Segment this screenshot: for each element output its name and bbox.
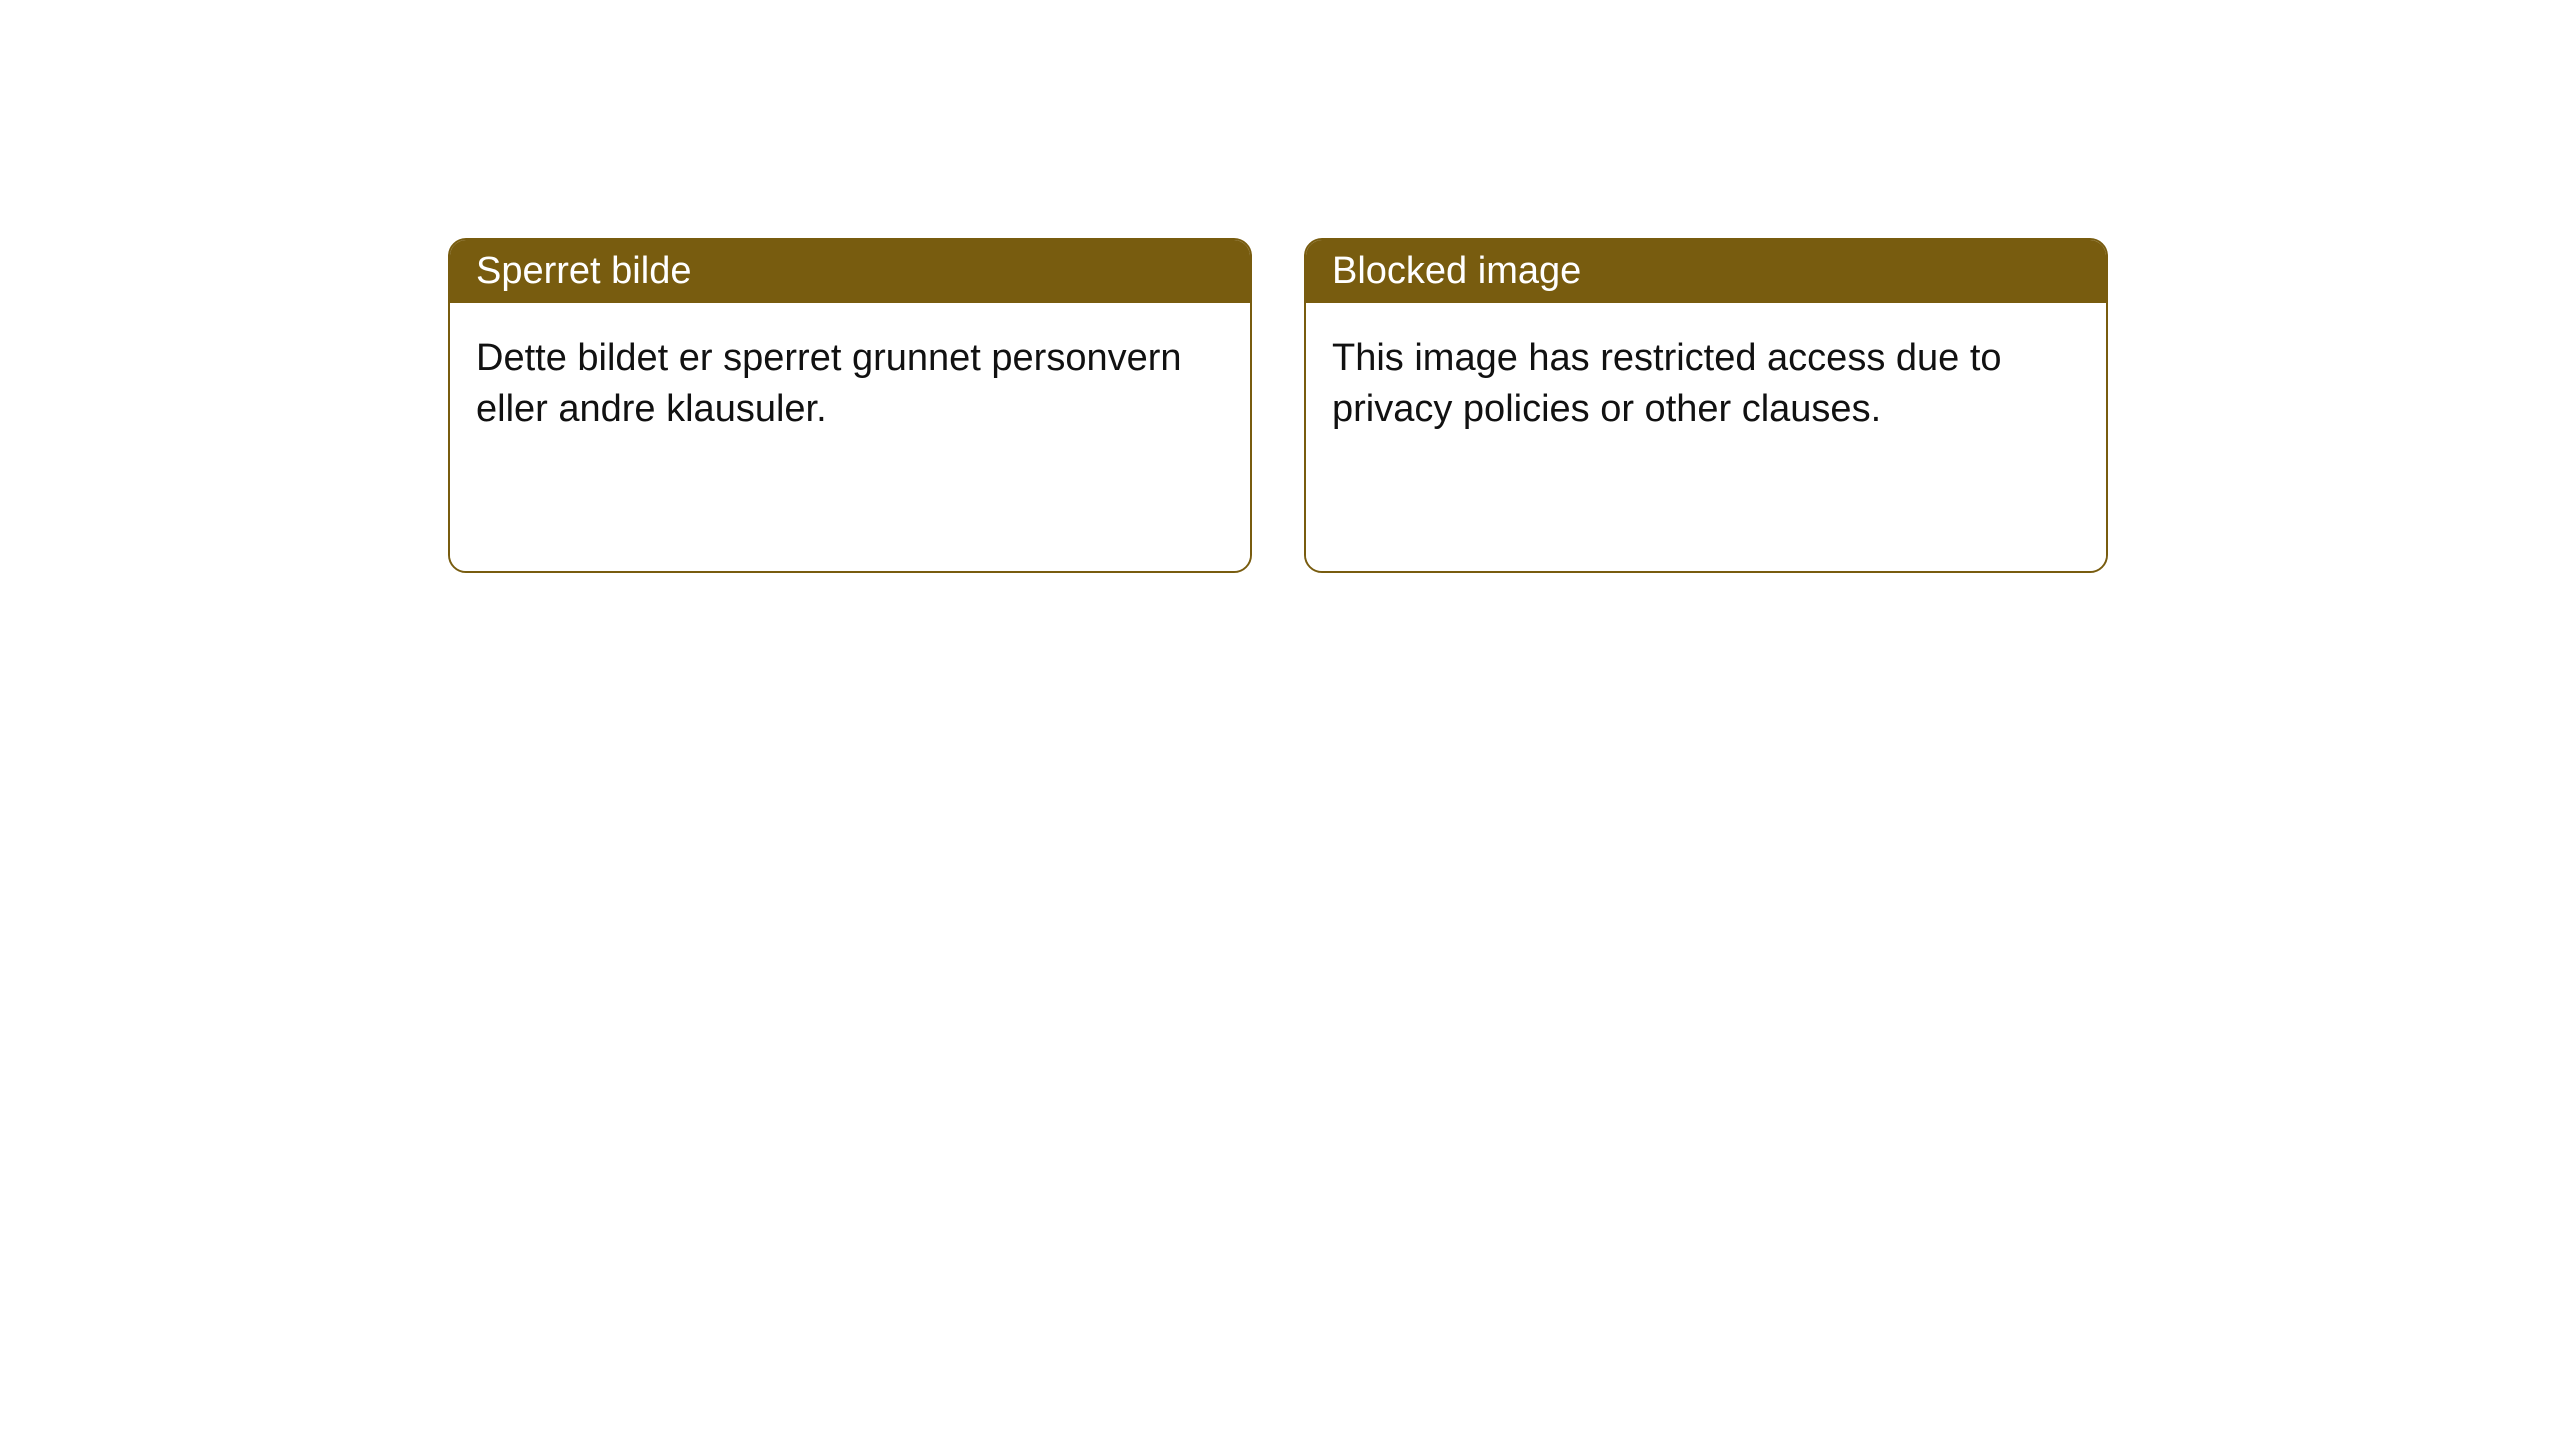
notice-card-english: Blocked image This image has restricted … <box>1304 238 2108 573</box>
card-body-text: Dette bildet er sperret grunnet personve… <box>476 337 1182 430</box>
card-header: Blocked image <box>1306 240 2106 303</box>
card-title: Sperret bilde <box>476 250 691 292</box>
card-header: Sperret bilde <box>450 240 1250 303</box>
card-title: Blocked image <box>1332 250 1581 292</box>
card-body-text: This image has restricted access due to … <box>1332 337 2002 430</box>
notice-container: Sperret bilde Dette bildet er sperret gr… <box>0 0 2560 573</box>
notice-card-norwegian: Sperret bilde Dette bildet er sperret gr… <box>448 238 1252 573</box>
card-body: This image has restricted access due to … <box>1306 303 2106 571</box>
card-body: Dette bildet er sperret grunnet personve… <box>450 303 1250 571</box>
